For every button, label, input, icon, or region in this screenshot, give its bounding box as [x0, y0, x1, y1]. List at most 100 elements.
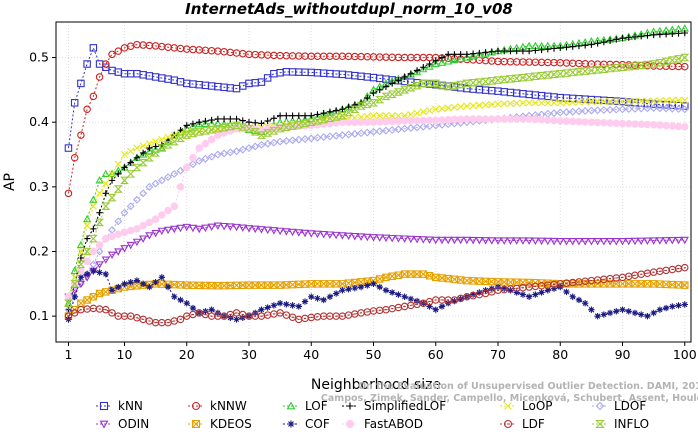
data-point [288, 136, 297, 145]
data-point [283, 301, 290, 308]
data-point [587, 106, 596, 115]
data-point [630, 104, 639, 113]
data-point [488, 100, 496, 109]
data-point [139, 280, 147, 288]
data-point [363, 118, 372, 126]
data-point [83, 270, 91, 278]
data-point [201, 154, 210, 163]
data-point [525, 47, 533, 55]
data-point [139, 189, 148, 198]
data-point [587, 97, 595, 106]
data-point [432, 306, 439, 313]
data-point [588, 41, 595, 48]
data-point [151, 229, 160, 238]
data-point [344, 108, 354, 117]
data-point [339, 287, 346, 294]
data-point [244, 124, 254, 133]
data-point [450, 55, 459, 64]
data-point [263, 74, 272, 82]
data-point [668, 122, 677, 130]
data-point [419, 64, 428, 73]
data-point [263, 129, 273, 137]
data-point [662, 121, 670, 130]
data-point [475, 50, 484, 59]
data-point [388, 125, 397, 134]
data-point [208, 116, 215, 124]
data-point [519, 115, 527, 123]
data-point [338, 118, 347, 126]
data-point [401, 73, 408, 81]
data-point [538, 289, 545, 296]
data-point [214, 115, 222, 123]
data-point [506, 278, 515, 286]
data-point [655, 237, 665, 245]
data-point [369, 118, 378, 126]
data-point [276, 281, 284, 289]
data-point [282, 311, 291, 319]
data-point [575, 98, 583, 106]
data-point [301, 298, 309, 305]
data-point [83, 222, 91, 230]
data-point [96, 209, 103, 216]
data-point [108, 170, 116, 178]
data-point [351, 284, 359, 292]
legend-label: KDEOS [210, 417, 252, 431]
data-point [102, 270, 110, 278]
data-point [338, 131, 347, 140]
data-point [550, 285, 558, 292]
data-point [656, 121, 664, 129]
data-point [151, 179, 160, 188]
data-point [64, 144, 73, 152]
data-point [375, 118, 384, 126]
data-point [332, 312, 340, 320]
data-point [64, 292, 73, 301]
data-point [207, 223, 216, 232]
data-point [115, 283, 122, 291]
data-point [599, 106, 608, 115]
data-point [107, 193, 117, 202]
series-fastabod [64, 115, 689, 301]
data-point [618, 97, 627, 106]
data-point [637, 237, 646, 246]
data-point [195, 119, 203, 126]
data-point [631, 33, 639, 41]
data-point [191, 419, 201, 429]
data-point [300, 119, 310, 128]
data-point [388, 117, 396, 126]
data-point [157, 227, 166, 236]
data-point [345, 286, 352, 293]
data-point [618, 105, 627, 114]
data-point [556, 99, 564, 107]
data-point [531, 99, 539, 107]
data-point [569, 43, 576, 50]
data-point [680, 53, 690, 62]
data-point [407, 295, 415, 303]
data-point [382, 112, 390, 120]
data-point [451, 297, 458, 305]
data-point [624, 105, 633, 113]
data-point [574, 238, 584, 246]
data-point [77, 254, 85, 262]
data-point [388, 304, 396, 313]
data-point [395, 291, 402, 298]
data-point [450, 275, 459, 284]
data-point [108, 309, 116, 317]
data-point [668, 104, 677, 113]
data-point [139, 315, 147, 324]
data-point [438, 105, 446, 113]
data-point [70, 309, 79, 317]
data-point [532, 291, 539, 298]
data-point [500, 115, 508, 123]
data-point [126, 202, 135, 211]
data-point [95, 189, 104, 197]
data-point [462, 79, 472, 88]
x-tick-label: 70 [490, 347, 506, 362]
data-point [325, 132, 334, 141]
data-point [581, 42, 589, 49]
data-point [438, 303, 446, 310]
data-point [77, 274, 85, 281]
data-point [89, 202, 97, 210]
data-point [481, 101, 490, 109]
legend-label: kNNW [210, 399, 247, 413]
data-point [139, 221, 147, 230]
